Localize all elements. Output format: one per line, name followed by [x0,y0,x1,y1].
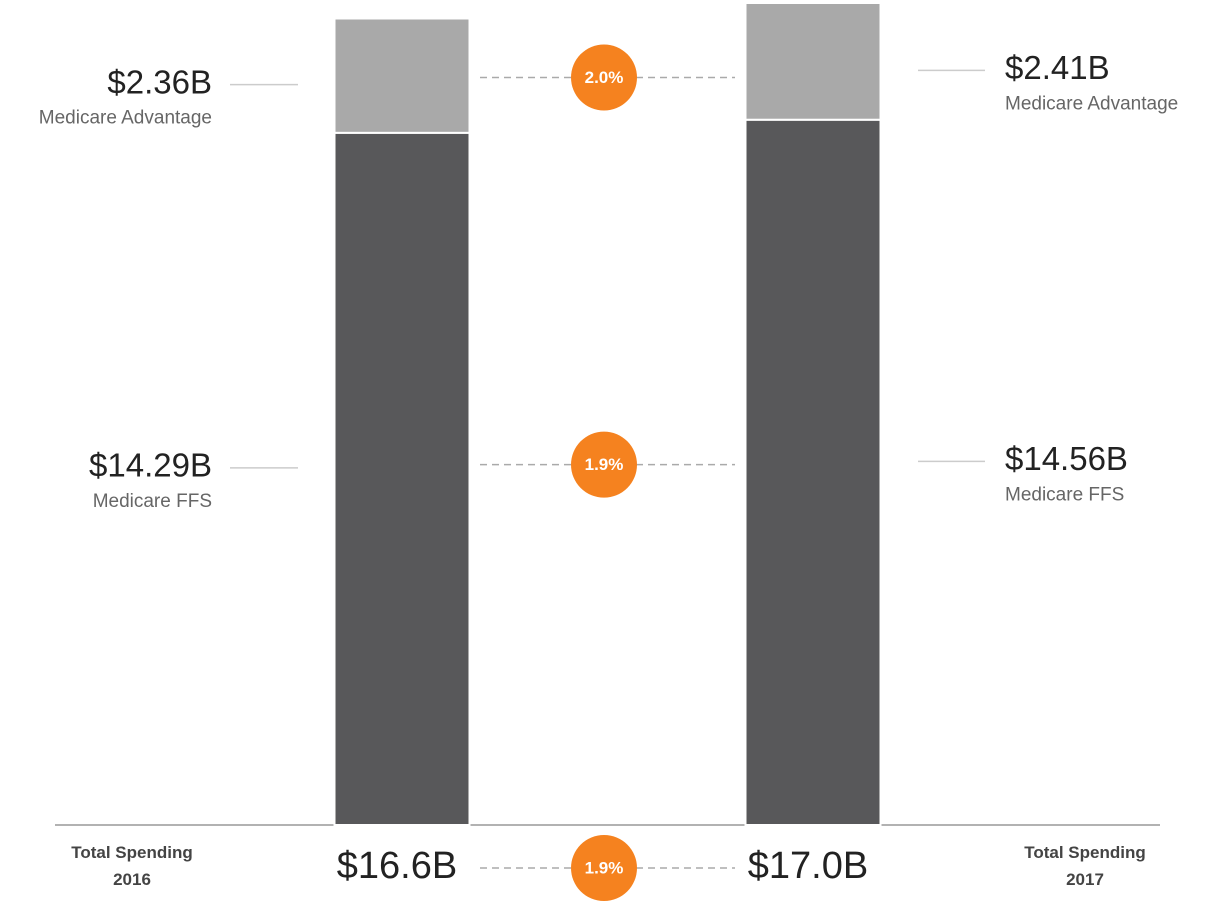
change-badge [571,431,637,498]
bar-segment [744,118,882,827]
series-name: Medicare FFS [93,491,212,512]
change-label: 2.0% [585,68,624,87]
value-label: $2.41B [1005,49,1110,86]
category-label: Total Spending 2017 [1024,843,1146,889]
bar-segment [744,2,882,121]
change-badge [571,835,637,901]
change-label: 1.9% [585,455,624,474]
change-label: 1.9% [585,858,624,877]
series-name: Medicare Advantage [39,108,212,129]
category-label: Total Spending 2016 [71,843,193,889]
total-label: $17.0B [748,845,868,887]
total-label: $16.6B [337,845,457,887]
value-label: $2.36B [107,63,212,100]
change-badge [571,44,637,111]
series-name: Medicare FFS [1005,484,1124,505]
value-label: $14.29B [89,447,212,484]
series-name: Medicare Advantage [1005,93,1178,114]
bar-segment [333,17,471,134]
value-label: $14.56B [1005,440,1128,477]
bar-segment [333,131,471,827]
